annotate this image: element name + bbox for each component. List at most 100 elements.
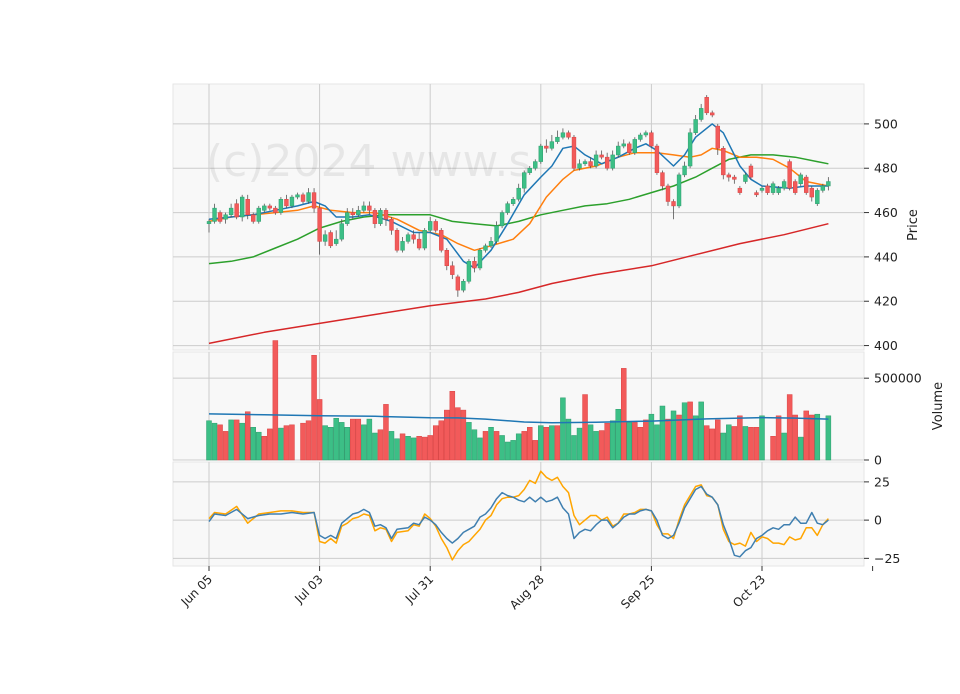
x-tick-label: Jun 05 [178, 572, 215, 609]
candle-body [610, 154, 615, 169]
volume-bar [361, 424, 367, 461]
volume-bar [593, 431, 599, 461]
volume-bar [455, 407, 461, 461]
candle-body [820, 185, 826, 191]
candle-body [710, 112, 715, 116]
volume-bar [421, 436, 428, 461]
candle-body [826, 181, 831, 187]
candle-body [621, 143, 626, 147]
candle-body [383, 210, 389, 220]
candle-body [284, 199, 289, 207]
volume-bar [289, 424, 295, 461]
candle-body [256, 207, 261, 222]
volume-bar [267, 428, 273, 461]
candle-body [549, 141, 555, 149]
volume-bar [228, 419, 234, 461]
ma200-line [208, 222, 829, 345]
candle-body [571, 136, 577, 169]
volume-bar [637, 427, 644, 461]
volume-bar [344, 427, 350, 461]
candle-body [422, 230, 427, 249]
watermark: (c)2024 www.s [206, 136, 531, 187]
candle-body [494, 225, 499, 242]
x-tick-label: Oct 23 [730, 572, 768, 610]
volume-bar [515, 433, 522, 461]
ma20-line [208, 154, 829, 265]
volume-bar [372, 432, 378, 461]
candle-body [477, 250, 483, 269]
volume-bar [449, 391, 456, 461]
candle-body [251, 214, 256, 222]
candle-body [748, 165, 754, 178]
price-panel [172, 83, 865, 351]
volume-bar [366, 418, 373, 461]
candle-body [234, 203, 239, 218]
volume-bar [488, 427, 494, 461]
volume-bar [283, 425, 290, 461]
candle-body [798, 174, 803, 184]
candle-body [450, 265, 455, 275]
candle-body [781, 181, 787, 189]
candle-body [632, 139, 637, 153]
oscillator-y-tick-label: −25 [874, 551, 900, 566]
candle-body [311, 192, 317, 209]
volume-bar [377, 429, 384, 461]
volume-bar [477, 437, 483, 461]
candle-body [372, 210, 378, 224]
candle-body [361, 205, 367, 211]
candle-body [273, 207, 278, 213]
volume-bar [416, 436, 422, 461]
price-y-tick-label: 440 [874, 249, 898, 264]
ma10-line [208, 147, 829, 252]
volume-bar [665, 418, 671, 461]
candle-body [715, 125, 720, 149]
candle-body [367, 205, 372, 211]
volume-bar [493, 431, 500, 461]
candle-body [593, 154, 599, 167]
candle-body [461, 281, 466, 291]
candle-body [604, 156, 610, 169]
volume-bar [305, 420, 312, 461]
candle-body [444, 250, 449, 267]
price-axis-title: Price [906, 209, 921, 241]
volume-bar [643, 419, 649, 461]
volume-bar [775, 415, 782, 461]
candle-body [405, 234, 411, 242]
volume-bar [742, 426, 749, 461]
candle-body [599, 154, 604, 158]
candle-body [472, 261, 477, 269]
volume-bar [466, 422, 472, 461]
volume-bar [350, 418, 356, 461]
candle-body [698, 108, 704, 120]
candle-body [809, 187, 814, 198]
volume-ma-line [208, 413, 829, 424]
candle-body [278, 199, 284, 213]
candle-body [394, 230, 400, 251]
volume-bar [825, 415, 832, 461]
volume-bar [654, 424, 660, 461]
volume-bar [626, 422, 633, 461]
volume-bar [510, 440, 516, 461]
volume-bar [427, 435, 433, 461]
volume-y-tick-label: 0 [874, 453, 882, 468]
volume-bar [571, 435, 577, 461]
candle-body [378, 210, 383, 224]
candle-body [737, 187, 743, 193]
volume-bar [720, 432, 727, 461]
price-y-tick-label: 420 [874, 294, 898, 309]
candle-body [411, 234, 416, 240]
volume-bar [388, 431, 395, 461]
candle-body [804, 176, 809, 193]
volume-bar [753, 427, 760, 461]
volume-bar [327, 427, 334, 461]
volume-bar [703, 425, 710, 461]
candle-body [638, 134, 643, 140]
candle-body [505, 203, 510, 213]
volume-bar [698, 401, 704, 461]
candle-body [483, 245, 488, 251]
candle-body [693, 119, 698, 134]
candle-body [328, 232, 333, 247]
volume-bar [726, 424, 732, 461]
